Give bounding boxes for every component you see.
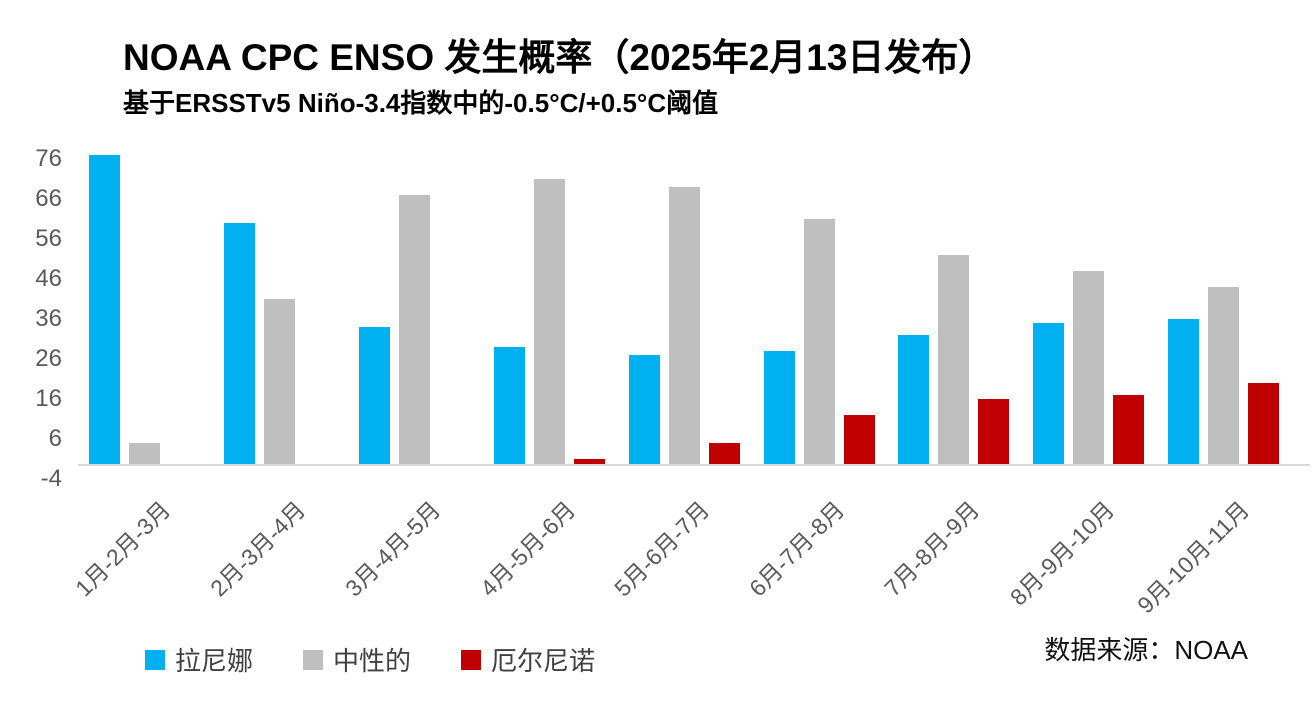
x-axis-label: 9月-10月-11月: [1132, 496, 1255, 619]
legend-label: 中性的: [333, 646, 412, 676]
el-nino-swatch-icon: [461, 649, 482, 670]
y-tick-label: 16: [35, 384, 62, 412]
chart-bar-中性的-6月-7月-8月: [803, 218, 835, 464]
chart-bar-拉尼娜-5月-6月-7月: [628, 354, 660, 464]
chart-legend: 拉尼娜 中性的 厄尔尼诺: [145, 641, 595, 678]
x-axis-label: 7月-8月-9月: [879, 496, 985, 602]
legend-item-el-nino: 厄尔尼诺: [461, 641, 595, 678]
chart-bar-厄尔尼诺-9月-10月-11月: [1248, 382, 1280, 464]
x-axis-label: 8月-9月-10月: [1005, 496, 1120, 611]
chart-bar-中性的-8月-9月-10月: [1073, 270, 1105, 464]
la-nina-swatch-icon: [145, 649, 165, 670]
y-tick-label: 76: [35, 144, 62, 172]
chart-bar-中性的-3月-4月-5月: [398, 194, 430, 464]
data-source-note: 数据来源：NOAA: [1044, 635, 1248, 665]
x-axis-label: 4月-5月-6月: [474, 496, 580, 602]
chart-bar-拉尼娜-8月-9月-10月: [1033, 322, 1065, 464]
chart-bar-厄尔尼诺-7月-8月-9月: [978, 398, 1010, 464]
x-axis-line: [78, 463, 1310, 466]
legend-label: 厄尔尼诺: [491, 646, 596, 676]
y-tick-label: 56: [35, 224, 62, 252]
chart-bar-中性的-5月-6月-7月: [668, 186, 700, 464]
chart-bar-拉尼娜-7月-8月-9月: [898, 334, 930, 464]
chart-bar-厄尔尼诺-8月-9月-10月: [1113, 394, 1145, 464]
x-axis-label: 5月-6月-7月: [609, 496, 715, 602]
x-axis-label: 3月-4月-5月: [339, 496, 445, 602]
neutral-swatch-icon: [303, 649, 324, 670]
chart-bar-中性的-7月-8月-9月: [938, 254, 970, 464]
y-tick-label: 6: [48, 424, 62, 452]
chart-bar-拉尼娜-2月-3月-4月: [223, 222, 255, 464]
legend-item-neutral: 中性的: [303, 641, 411, 678]
chart-subtitle: 基于ERSSTv5 Niño-3.4指数中的-0.5°C/+0.5°C阈值: [123, 88, 719, 118]
chart-bar-厄尔尼诺-4月-5月-6月: [573, 458, 605, 464]
chart-bar-中性的-1月-2月-3月: [129, 442, 160, 464]
y-tick-label: 36: [35, 304, 62, 332]
chart-bar-中性的-4月-5月-6月: [533, 178, 565, 464]
chart-bar-中性的-9月-10月-11月: [1208, 286, 1240, 464]
chart-title: NOAA CPC ENSO 发生概率（2025年2月13日发布）: [123, 37, 996, 78]
chart-bar-厄尔尼诺-5月-6月-7月: [708, 442, 740, 464]
y-tick-label: 46: [35, 264, 62, 292]
x-axis-label: 1月-2月-3月: [69, 496, 176, 602]
chart-bar-拉尼娜-9月-10月-11月: [1168, 318, 1200, 464]
chart-bar-拉尼娜-6月-7月-8月: [763, 350, 795, 464]
y-tick-label: -4: [40, 464, 62, 492]
x-axis-label: 6月-7月-8月: [744, 496, 850, 602]
chart-bar-厄尔尼诺-6月-7月-8月: [843, 414, 875, 464]
chart-bar-中性的-2月-3月-4月: [263, 298, 295, 464]
y-tick-label: 66: [35, 184, 62, 212]
y-tick-label: 26: [35, 344, 62, 372]
chart-bar-拉尼娜-4月-5月-6月: [493, 346, 525, 464]
chart-bar-拉尼娜-1月-2月-3月: [89, 154, 120, 464]
chart-bar-拉尼娜-3月-4月-5月: [358, 326, 390, 464]
x-axis-label: 2月-3月-4月: [204, 496, 311, 602]
legend-item-la-nina: 拉尼娜: [145, 641, 253, 678]
legend-label: 拉尼娜: [175, 646, 254, 676]
